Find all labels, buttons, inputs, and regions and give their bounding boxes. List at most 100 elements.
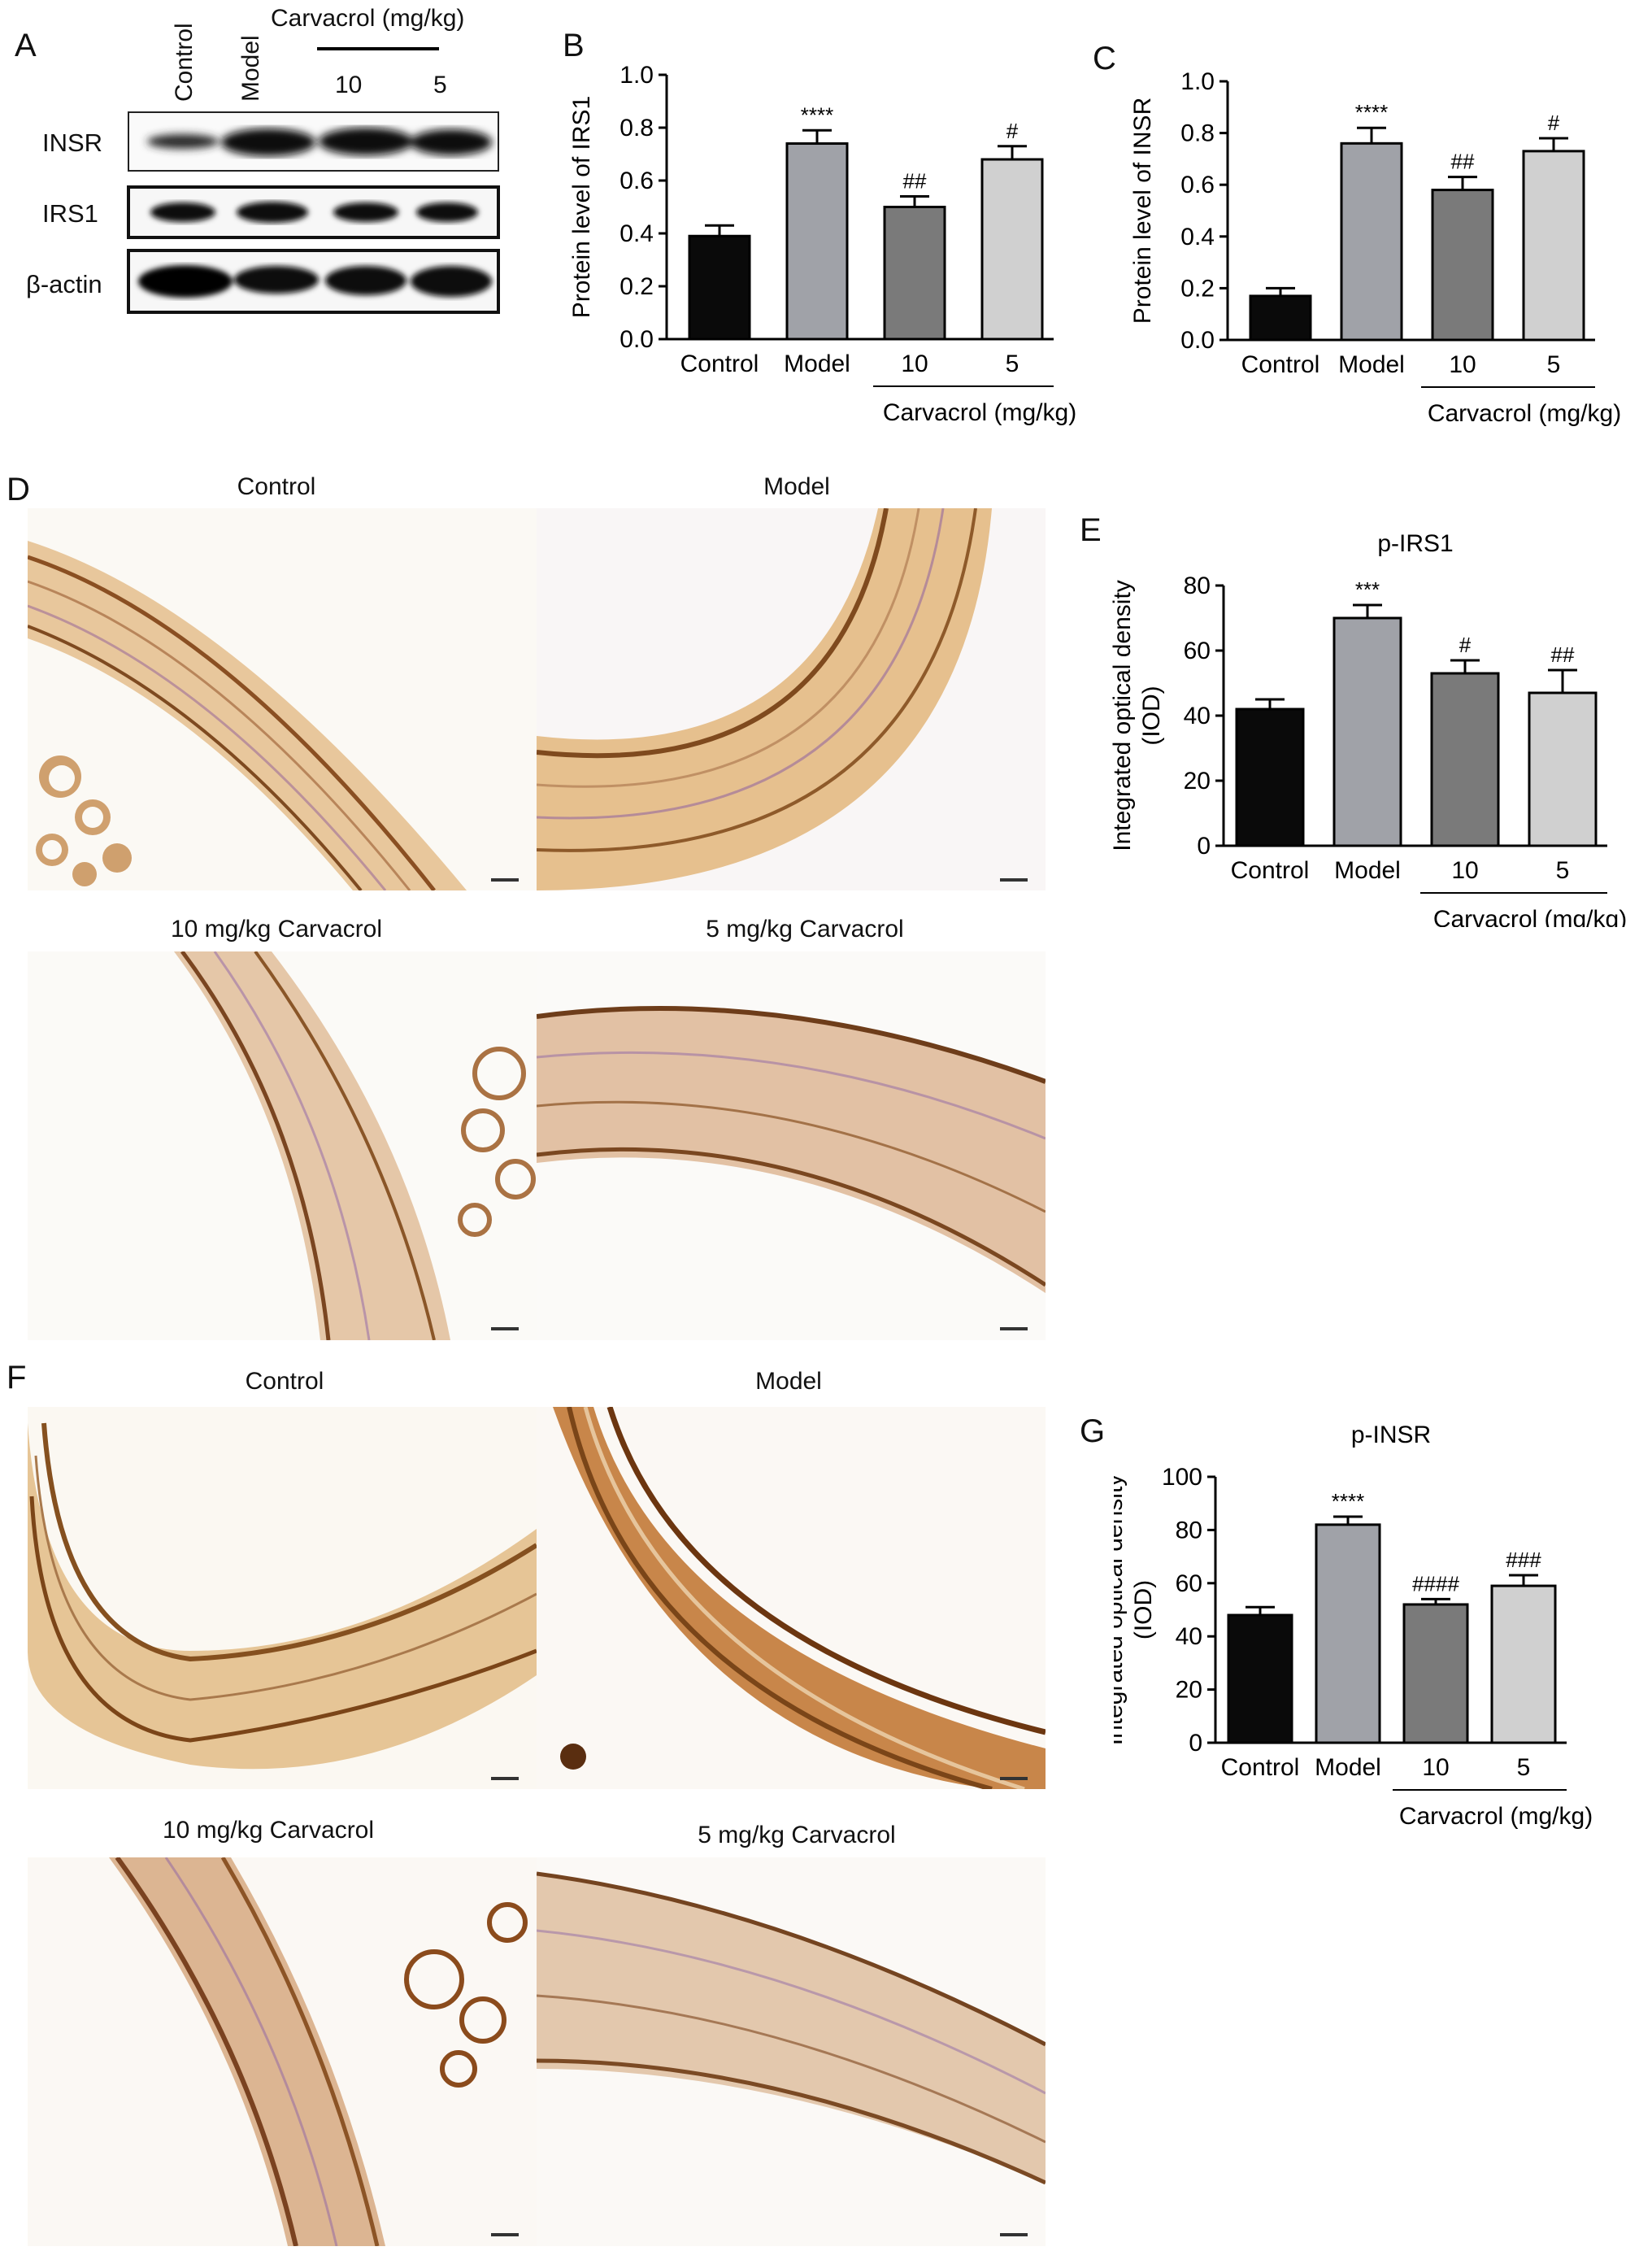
micrograph-d-control <box>28 508 537 890</box>
chart-b-category-10: 10 <box>901 350 928 377</box>
lane-label-5: 5 <box>433 72 447 98</box>
chart-c-bar-model <box>1340 142 1403 342</box>
chart-c-ylabel: Protein level of INSR <box>1129 98 1156 324</box>
micrograph-f-10mg <box>28 1857 537 2246</box>
lane-label-control: Control <box>171 23 198 102</box>
chart-b-category-model: Model <box>784 350 850 377</box>
micrograph-title-f-5mg: 5 mg/kg Carvacrol <box>698 1822 896 1848</box>
micrograph-d-5mg <box>537 951 1046 1340</box>
chart-e-tick-label-4: 80 <box>1184 573 1211 599</box>
chart-e-tick-label-2: 40 <box>1184 703 1211 729</box>
chart-c-bar-5 <box>1522 150 1585 342</box>
chart-c-sig-1: **** <box>1355 100 1388 124</box>
chart-e-bar-model <box>1332 616 1402 847</box>
chart-g-category-10: 10 <box>1422 1754 1449 1781</box>
chart-b-irs1-protein: Protein level of IRS1 0.0 0.2 0.4 0.6 0.8 1.0 C… <box>568 62 1076 426</box>
chart-g-sig-2: #### <box>1412 1571 1459 1596</box>
chart-b-sig-1: **** <box>801 102 833 127</box>
chart-e-p-irs1-iod: p-IRS1 Integrated optical density (IOD) 0 20… <box>1109 530 1627 927</box>
chart-e-sig-3: ## <box>1551 642 1575 667</box>
lane-group-line <box>317 47 439 50</box>
micrograph-title-f-10mg: 10 mg/kg Carvacrol <box>162 1817 375 1844</box>
chart-g-tick-label-2: 40 <box>1176 1623 1202 1650</box>
chart-g-category-5: 5 <box>1517 1754 1531 1781</box>
micrograph-f-5mg <box>537 1857 1046 2246</box>
chart-b-tick-label-3: 0.6 <box>620 168 654 194</box>
micrograph-title-f-control: Control <box>245 1368 324 1395</box>
blot-name-irs1: IRS1 <box>42 199 98 228</box>
chart-g-bar-model <box>1315 1523 1381 1744</box>
chart-c-category-model: Model <box>1338 351 1405 378</box>
chart-e-group-label: Carvacrol (mg/kg) <box>1433 906 1627 927</box>
chart-b-category-5: 5 <box>1006 350 1019 377</box>
blot-name-beta-actin: β-actin <box>26 270 102 298</box>
micrograph-title-d-control: Control <box>237 473 316 500</box>
chart-b-tick-label-4: 0.8 <box>620 115 654 142</box>
chart-b-ylabel: Protein level of IRS1 <box>568 96 595 318</box>
chart-c-tick-label-0: 0.0 <box>1180 327 1215 354</box>
blot-name-insr: INSR <box>42 128 103 157</box>
micrograph-title-d-model: Model <box>763 473 830 500</box>
chart-b-tick-label-2: 0.4 <box>620 220 654 247</box>
chart-b-tick-label-5: 1.0 <box>620 62 654 89</box>
chart-b-bar-control <box>688 234 751 341</box>
chart-c-tick-label-1: 0.2 <box>1180 275 1215 302</box>
chart-b-sig-2: ## <box>903 169 927 194</box>
micrograph-f-control <box>28 1407 537 1789</box>
chart-c-category-control: Control <box>1241 351 1320 378</box>
chart-e-category-5: 5 <box>1556 857 1570 884</box>
chart-b-sig-3: # <box>1006 119 1019 143</box>
chart-g-category-model: Model <box>1315 1754 1381 1781</box>
chart-g-sig-3: ### <box>1506 1548 1541 1572</box>
western-blot-image <box>127 111 500 314</box>
chart-g-tick-label-0: 0 <box>1189 1730 1202 1757</box>
panel-label-c: C <box>1093 41 1116 76</box>
chart-e-category-control: Control <box>1231 857 1310 884</box>
chart-c-category-5: 5 <box>1547 351 1561 378</box>
micrograph-d-10mg <box>28 951 537 1340</box>
chart-c-sig-2: ## <box>1451 150 1475 174</box>
chart-g-bar-5 <box>1490 1584 1557 1744</box>
chart-e-bar-control <box>1235 708 1305 847</box>
chart-e-tick-label-0: 0 <box>1197 833 1211 860</box>
chart-e-tick-label-1: 20 <box>1184 768 1211 795</box>
lane-label-10: 10 <box>335 72 363 98</box>
chart-e-bar-5 <box>1528 691 1598 847</box>
chart-b-tick-label-1: 0.2 <box>620 273 654 300</box>
lane-label-model: Model <box>237 35 264 102</box>
micrograph-title-f-model: Model <box>755 1368 822 1395</box>
chart-g-bar-10 <box>1402 1603 1469 1744</box>
chart-e-tick-label-3: 60 <box>1184 638 1211 664</box>
panel-label-a: A <box>15 28 37 63</box>
chart-e-sig-1: *** <box>1355 577 1380 602</box>
chart-e-category-10: 10 <box>1451 857 1478 884</box>
chart-c-tick-label-2: 0.4 <box>1180 224 1215 250</box>
chart-g-title: p-INSR <box>1351 1422 1431 1448</box>
chart-e-bar-10 <box>1430 672 1500 847</box>
chart-g-category-control: Control <box>1221 1754 1300 1781</box>
lane-group-label: Carvacrol (mg/kg) <box>271 5 465 32</box>
chart-c-group-label: Carvacrol (mg/kg) <box>1428 400 1621 427</box>
micrograph-title-d-10mg: 10 mg/kg Carvacrol <box>170 916 383 943</box>
chart-g-sig-1: **** <box>1332 1489 1364 1513</box>
panel-label-g: G <box>1080 1413 1106 1449</box>
chart-g-group-label: Carvacrol (mg/kg) <box>1399 1803 1593 1830</box>
micrograph-d-model <box>537 508 1046 890</box>
chart-g-p-insr-iod: p-INSR Integrated optical density(IOD) 0 20… <box>1114 1422 1593 1830</box>
chart-b-tick-label-0: 0.0 <box>620 326 654 353</box>
chart-b-group-label: Carvacrol (mg/kg) <box>883 399 1076 426</box>
chart-c-insr-protein: Protein level of INSR 0.0 0.2 0.4 0.6 0.8 1.0 C… <box>1129 68 1621 427</box>
chart-g-tick-label-4: 80 <box>1176 1517 1202 1543</box>
chart-b-bar-5 <box>980 158 1044 341</box>
micrograph-title-d-5mg: 5 mg/kg Carvacrol <box>706 916 904 943</box>
chart-g-bar-control <box>1227 1613 1293 1744</box>
chart-b-bar-10 <box>883 206 946 341</box>
panel-label-e: E <box>1080 512 1102 548</box>
chart-c-category-10: 10 <box>1449 351 1476 378</box>
chart-g-tick-label-3: 60 <box>1176 1570 1202 1597</box>
chart-e-title: p-IRS1 <box>1377 530 1453 557</box>
micrograph-f-model <box>537 1407 1046 1789</box>
chart-c-bar-10 <box>1431 189 1494 342</box>
panel-label-d: D <box>7 472 30 507</box>
chart-g-tick-label-5: 100 <box>1162 1464 1202 1491</box>
